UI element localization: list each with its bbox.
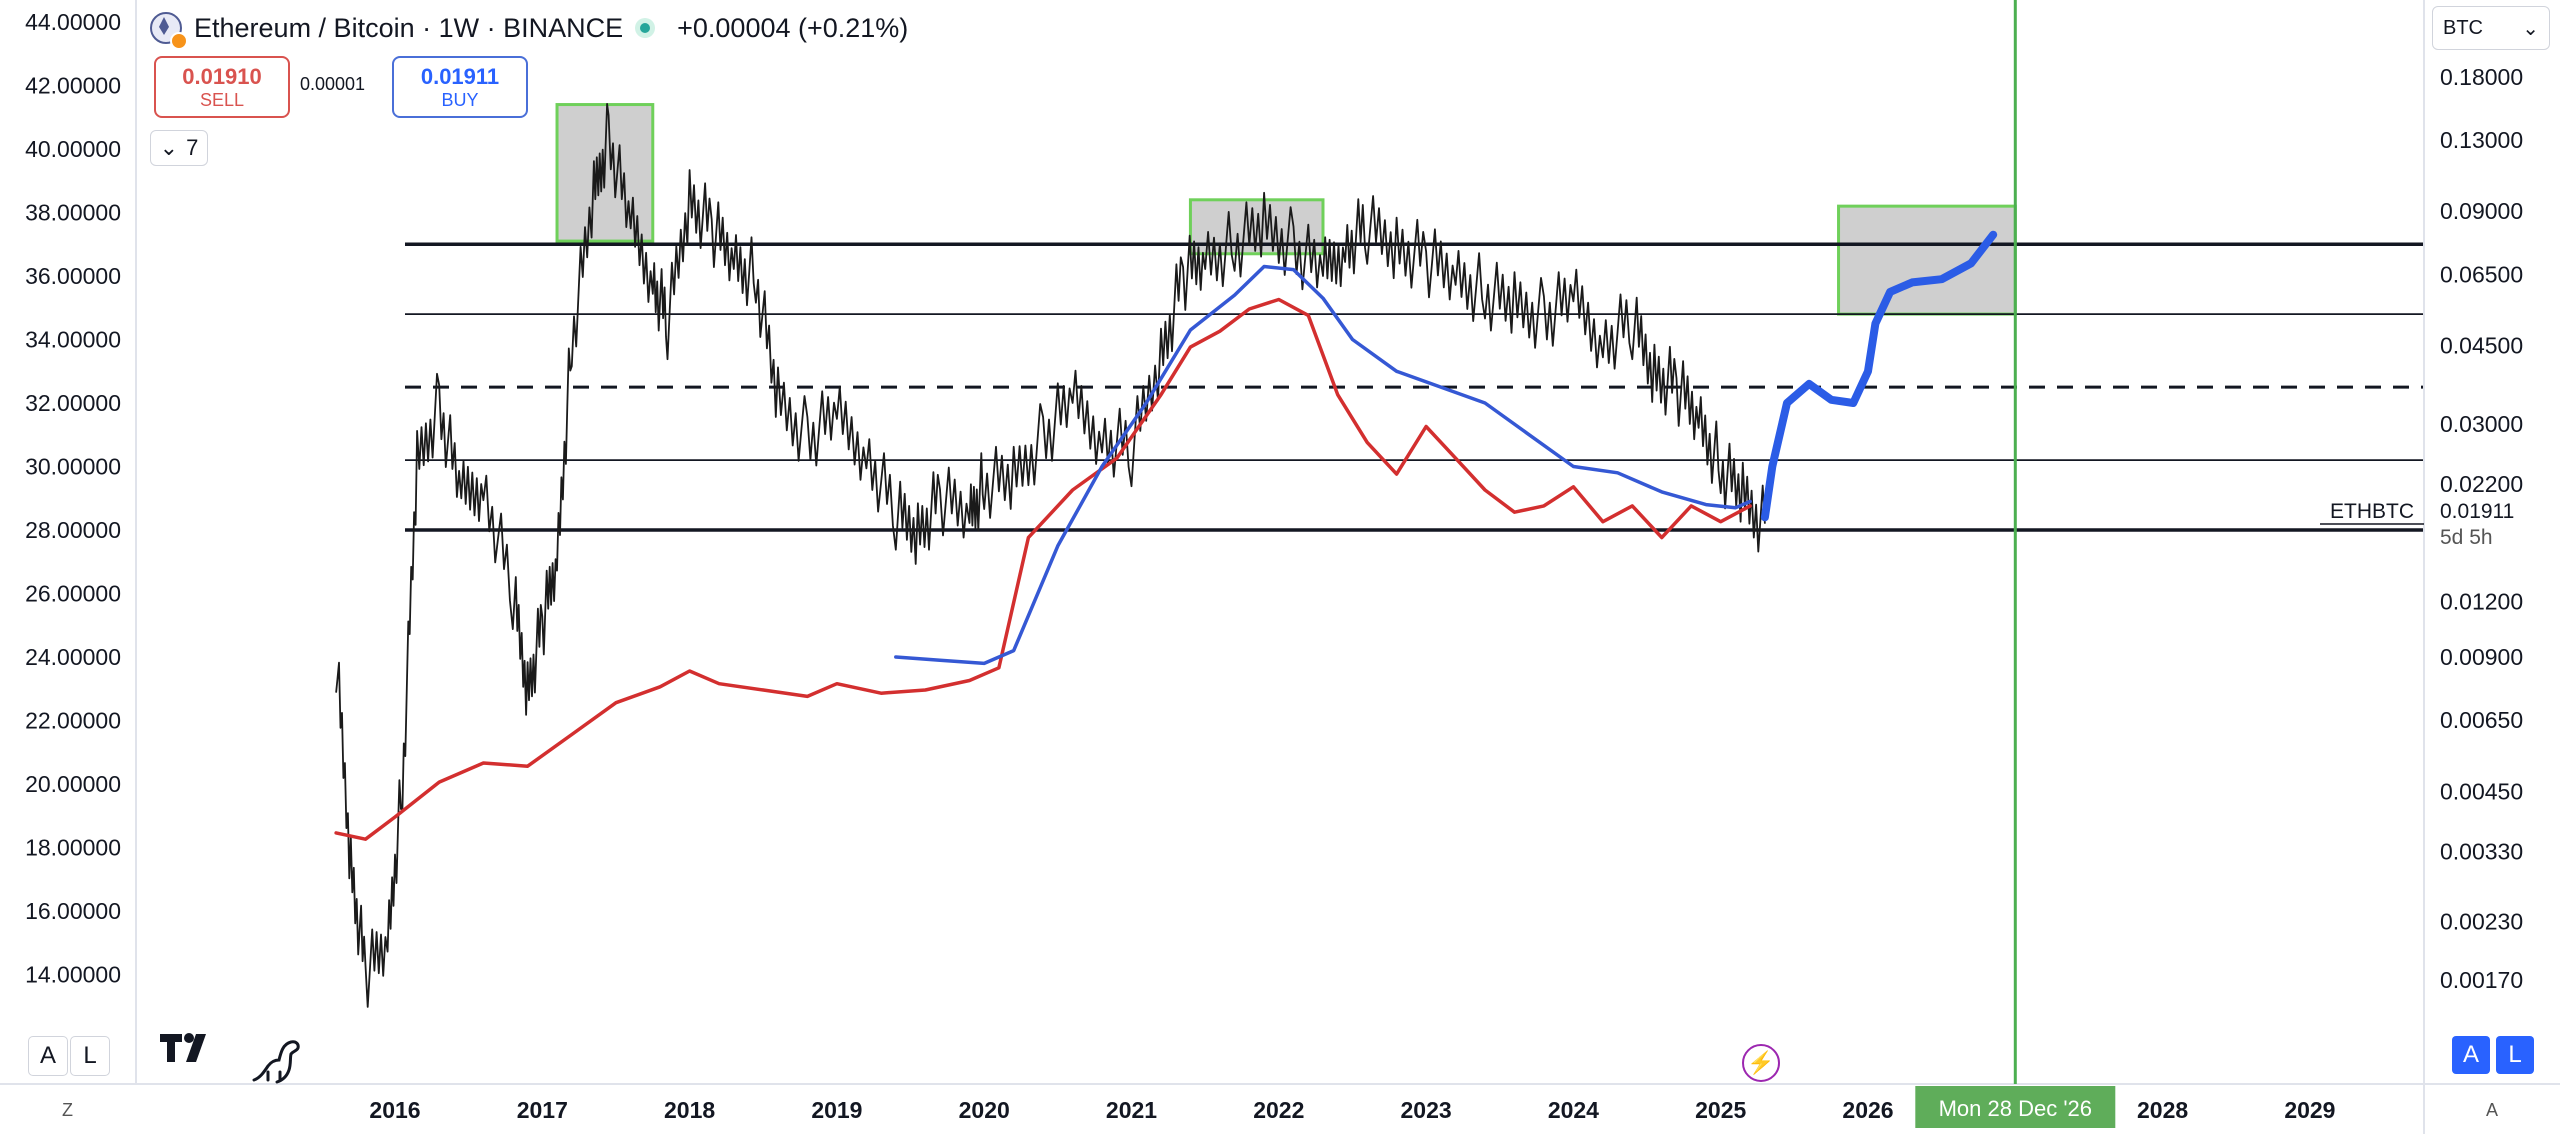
buy-price: 0.01911 [420,64,500,89]
x-tick-label: 2028 [2137,1097,2188,1123]
sell-button[interactable]: 0.01910 SELL [154,56,290,118]
right-tick-label: 0.00450 [2440,778,2523,804]
right-tick-label: 0.13000 [2440,127,2523,153]
price-series [335,103,1766,1008]
eth-btc-icon [150,12,188,50]
projection-line [1760,230,1998,522]
sell-price: 0.01910 [182,64,262,89]
btc-icon [170,32,188,50]
right-tick-label: 0.09000 [2440,198,2523,224]
left-tick-label: 26.00000 [25,581,121,607]
left-tick-label: 38.00000 [25,200,121,226]
left-tick-label: 32.00000 [25,390,121,416]
right-tick-label: 0.04500 [2440,332,2523,358]
tradingview-logo [158,1030,218,1076]
left-tick-label: 44.00000 [25,9,121,35]
left-axis: 44.00000 42.00000 40.00000 38.00000 36.00000… [25,9,121,988]
indicators-count: 7 [186,135,199,160]
x-tick-label: 2022 [1253,1097,1304,1123]
chart-header: Ethereum / Bitcoin · 1W · BINANCE +0.000… [150,8,909,50]
right-tick-label: 0.18000 [2440,64,2523,90]
left-tick-label: 42.00000 [25,73,121,99]
highlight-zone-3 [1837,204,2017,316]
right-tick-label: 0.01200 [2440,588,2523,614]
right-tick-label: 0.00230 [2440,908,2523,934]
right-tick-label: 0.00650 [2440,707,2523,733]
market-status-icon[interactable] [635,18,656,38]
right-tick-label: 0.00330 [2440,839,2523,865]
horizontal-levels [405,242,2424,532]
dino-icon [250,1032,302,1089]
red-ma-line [334,297,1752,841]
lightning-icon[interactable]: ⚡ [1742,1044,1780,1082]
x-tick-label: 2026 [1842,1097,1893,1123]
left-tick-label: 30.00000 [25,454,121,480]
x-tick-label: 2020 [959,1097,1010,1123]
left-tick-label: 22.00000 [25,708,121,734]
blue-ma-line [894,264,1752,666]
symbol-title[interactable]: Ethereum / Bitcoin · 1W · BINANCE [194,12,624,43]
price-change: +0.00004 (+0.21%) [677,12,909,43]
left-tick-label: 36.00000 [25,263,121,289]
date-marker-box [1915,1086,2116,1128]
x-tick-label: 2016 [369,1097,420,1123]
sell-label: SELL [199,90,245,110]
x-tick-label: 2025 [1695,1097,1746,1123]
left-tick-label: 40.00000 [25,136,121,162]
auto-scale-button[interactable]: A [28,1036,68,1076]
x-tick-label: 2017 [517,1097,568,1123]
left-tick-label: 16.00000 [25,898,121,924]
x-tick-label: 2029 [2284,1097,2335,1123]
last-price-symbol: ETHBTC [2330,500,2414,523]
last-price-label: ETHBTC 0.01911 5d 5h [2320,500,2514,549]
buy-button[interactable]: 0.01911 BUY [392,56,528,118]
left-tick-label: 20.00000 [25,771,121,797]
vertical-marker: Mon 28 Dec '26 [1915,0,2116,1128]
left-tick-label: 24.00000 [25,644,121,670]
indicators-toggle[interactable]: ⌄ 7 [150,130,208,166]
left-tick-label: 18.00000 [25,835,121,861]
currency-value: BTC [2443,16,2483,39]
x-tick-label: 2024 [1548,1097,1599,1123]
last-price-countdown: 5d 5h [2440,526,2493,549]
highlight-zones [555,103,2017,316]
spread-value: 0.00001 [300,74,366,94]
series-lines [334,103,1998,1008]
date-marker-label: Mon 28 Dec '26 [1939,1096,2092,1121]
chevron-down-icon: ⌄ [2522,17,2539,40]
axis-settings-button[interactable]: A [2486,1100,2499,1120]
right-tick-label: 0.03000 [2440,411,2523,437]
x-axis: 2016 2017 2018 2019 2020 2021 2022 2023 2024 2025… [369,1097,2335,1123]
x-tick-label: 2019 [811,1097,862,1123]
last-price-value: 0.01911 [2440,500,2514,523]
left-tick-label: 34.00000 [25,327,121,353]
left-tick-label: 14.00000 [25,962,121,988]
right-tick-label: 0.02200 [2440,471,2523,497]
chevron-down-icon: ⌄ [159,135,179,160]
right-tick-label: 0.06500 [2440,261,2523,287]
auto-scale-right-button[interactable]: A [2452,1036,2490,1074]
left-tick-label: 28.00000 [25,517,121,543]
log-scale-button[interactable]: L [70,1036,110,1076]
currency-select[interactable]: BTC ⌄ [2432,6,2550,50]
right-axis: 0.18000 0.13000 0.09000 0.06500 0.04500 0.030… [2440,64,2523,993]
right-tick-label: 0.00170 [2440,967,2523,993]
x-tick-label: 2021 [1106,1097,1157,1123]
buy-label: BUY [441,90,479,110]
x-tick-label: 2018 [664,1097,715,1123]
right-tick-label: 0.00900 [2440,644,2523,670]
timezone-button[interactable]: Z [62,1100,73,1120]
x-tick-label: 2023 [1401,1097,1452,1123]
log-scale-right-button[interactable]: L [2496,1036,2534,1074]
